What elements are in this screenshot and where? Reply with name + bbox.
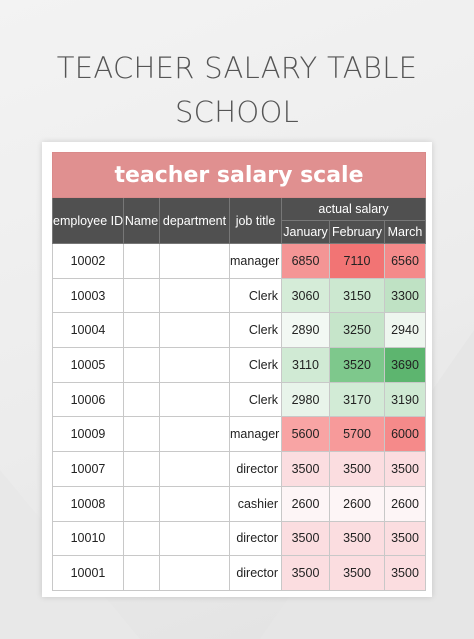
header-february: February [329, 220, 385, 244]
job-title-cell[interactable]: Clerk [229, 347, 282, 383]
march-cell[interactable]: 2600 [383, 485, 427, 522]
employee-id-cell[interactable]: 10004 [52, 312, 124, 349]
march-cell[interactable]: 6000 [383, 416, 427, 453]
job-title-cell[interactable]: Clerk [229, 381, 282, 418]
february-cell[interactable]: 3170 [329, 381, 385, 418]
job-title-cell[interactable]: Clerk [229, 277, 282, 314]
job-title-cell[interactable]: manager [229, 416, 282, 453]
march-cell[interactable]: 3500 [383, 451, 427, 487]
page-title-line1: TEACHER SALARY TABLE [56, 51, 418, 85]
department-cell[interactable] [159, 555, 230, 591]
employee-id-cell[interactable]: 10002 [52, 243, 124, 279]
name-cell[interactable] [123, 555, 160, 591]
employee-id-cell[interactable]: 10010 [52, 520, 124, 557]
table-row: 10005 Clerk 3110 3520 3690 [52, 347, 427, 383]
january-cell[interactable]: 2890 [281, 312, 330, 349]
header-january: January [281, 220, 330, 244]
february-cell[interactable]: 3500 [329, 451, 385, 487]
table-row: 10007 director 3500 3500 3500 [52, 451, 427, 487]
employee-id-cell[interactable]: 10009 [52, 416, 124, 453]
table-row: 10001 director 3500 3500 3500 [52, 555, 427, 591]
job-title-cell[interactable]: cashier [229, 485, 282, 522]
department-cell[interactable] [159, 347, 230, 383]
january-cell[interactable]: 3500 [281, 555, 330, 591]
job-title-cell[interactable]: Clerk [229, 312, 282, 349]
name-cell[interactable] [123, 381, 160, 418]
employee-id-cell[interactable]: 10001 [52, 555, 124, 591]
february-cell[interactable]: 5700 [329, 416, 385, 453]
department-cell[interactable] [159, 485, 230, 522]
department-cell[interactable] [159, 451, 230, 487]
spreadsheet-card: teacher salary scale employee ID Name de… [42, 142, 432, 597]
january-cell[interactable]: 5600 [281, 416, 330, 453]
january-cell[interactable]: 2600 [281, 485, 330, 522]
february-cell[interactable]: 3520 [329, 347, 385, 383]
january-cell[interactable]: 6850 [281, 243, 330, 279]
march-cell[interactable]: 6560 [383, 243, 427, 279]
job-title-cell[interactable]: director [229, 555, 282, 591]
employee-id-cell[interactable]: 10005 [52, 347, 124, 383]
employee-id-cell[interactable]: 10007 [52, 451, 124, 487]
table-row: 10008 cashier 2600 2600 2600 [52, 485, 427, 522]
header-name: Name [123, 197, 160, 244]
march-cell[interactable]: 3500 [383, 555, 427, 591]
job-title-cell[interactable]: director [229, 451, 282, 487]
february-cell[interactable]: 3250 [329, 312, 385, 349]
table-row: 10003 Clerk 3060 3150 3300 [52, 277, 427, 314]
table-row: 10009 manager 5600 5700 6000 [52, 416, 427, 453]
table-row: 10002 manager 6850 7110 6560 [52, 243, 427, 279]
february-cell[interactable]: 3500 [329, 555, 385, 591]
name-cell[interactable] [123, 243, 160, 279]
department-cell[interactable] [159, 416, 230, 453]
january-cell[interactable]: 3500 [281, 451, 330, 487]
table-row: 10006 Clerk 2980 3170 3190 [52, 381, 427, 418]
page-title: TEACHER SALARY TABLE SCHOOL [0, 46, 474, 134]
header-march: March [383, 220, 427, 244]
march-cell[interactable]: 3300 [383, 277, 427, 314]
job-title-cell[interactable]: director [229, 520, 282, 557]
header-department: department [159, 197, 230, 244]
table-row: 10010 director 3500 3500 3500 [52, 520, 427, 557]
january-cell[interactable]: 3060 [281, 277, 330, 314]
february-cell[interactable]: 2600 [329, 485, 385, 522]
job-title-cell[interactable]: manager [229, 243, 282, 279]
january-cell[interactable]: 3110 [281, 347, 330, 383]
employee-id-cell[interactable]: 10003 [52, 277, 124, 314]
march-cell[interactable]: 3500 [383, 520, 427, 557]
name-cell[interactable] [123, 277, 160, 314]
salary-table: teacher salary scale employee ID Name de… [51, 152, 427, 591]
february-cell[interactable]: 7110 [329, 243, 385, 279]
name-cell[interactable] [123, 347, 160, 383]
march-cell[interactable]: 3190 [383, 381, 427, 418]
name-cell[interactable] [123, 312, 160, 349]
name-cell[interactable] [123, 520, 160, 557]
department-cell[interactable] [159, 277, 230, 314]
name-cell[interactable] [123, 451, 160, 487]
employee-id-cell[interactable]: 10006 [52, 381, 124, 418]
department-cell[interactable] [159, 520, 230, 557]
january-cell[interactable]: 2980 [281, 381, 330, 418]
header-employee-id: employee ID [52, 197, 124, 244]
page-title-line2: SCHOOL [174, 95, 300, 129]
march-cell[interactable]: 2940 [383, 312, 427, 349]
january-cell[interactable]: 3500 [281, 520, 330, 557]
department-cell[interactable] [159, 381, 230, 418]
header-job-title: job title [229, 197, 282, 244]
name-cell[interactable] [123, 416, 160, 453]
name-cell[interactable] [123, 485, 160, 522]
header-actual-salary: actual salary [280, 197, 427, 221]
february-cell[interactable]: 3500 [329, 520, 385, 557]
table-title: teacher salary scale [51, 152, 427, 198]
february-cell[interactable]: 3150 [329, 277, 385, 314]
department-cell[interactable] [159, 312, 230, 349]
employee-id-cell[interactable]: 10008 [52, 485, 124, 522]
department-cell[interactable] [159, 243, 230, 279]
march-cell[interactable]: 3690 [383, 347, 427, 383]
table-row: 10004 Clerk 2890 3250 2940 [52, 312, 427, 349]
